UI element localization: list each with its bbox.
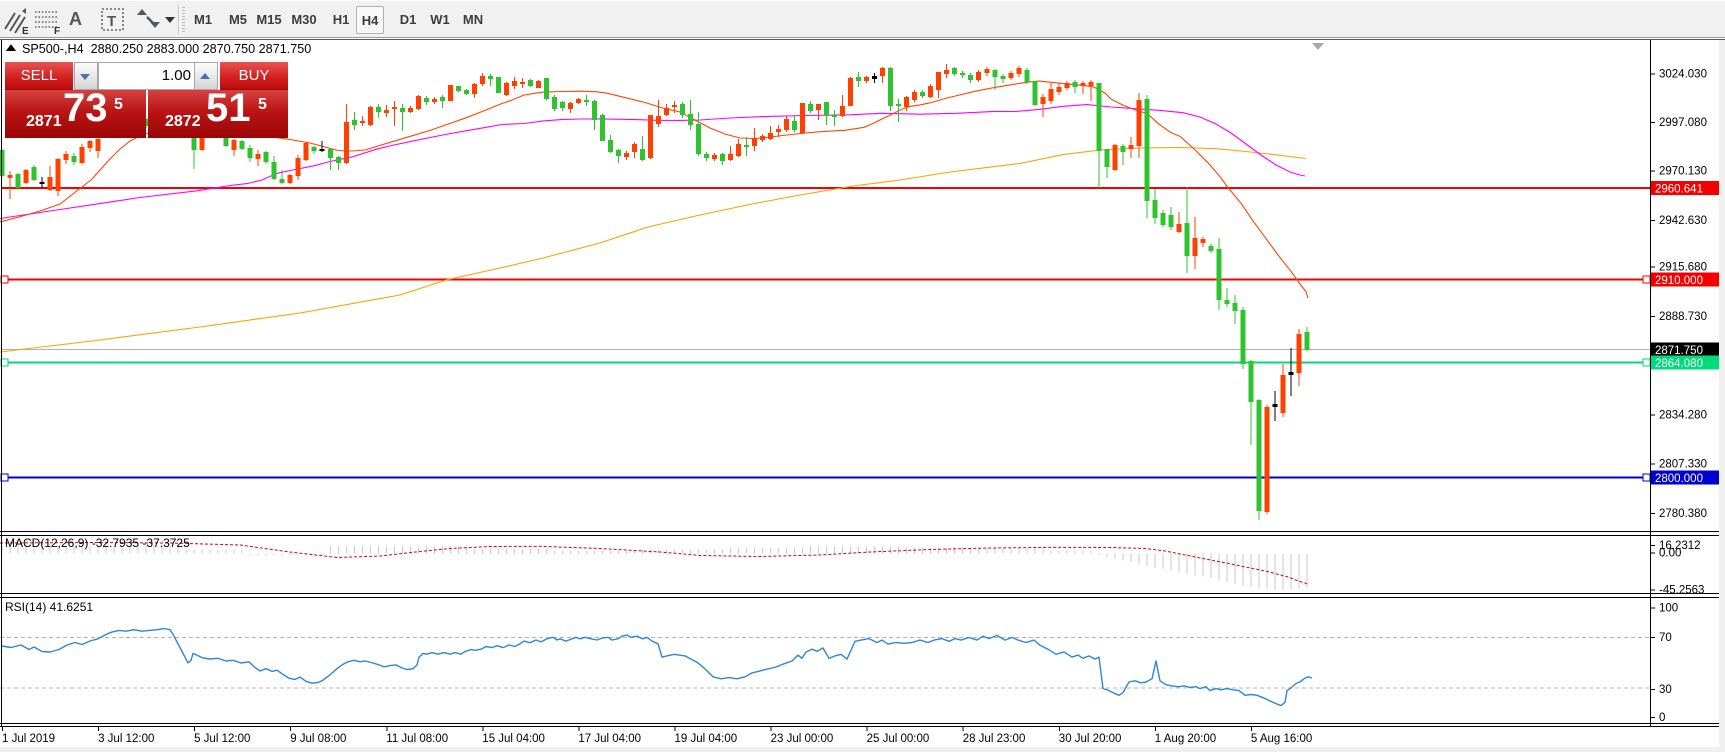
- svg-text:3024.030: 3024.030: [1659, 69, 1707, 81]
- svg-text:0.00: 0.00: [1659, 548, 1681, 560]
- svg-text:RSI(14) 41.6251: RSI(14) 41.6251: [5, 600, 93, 614]
- svg-text:19 Jul 04:00: 19 Jul 04:00: [675, 733, 738, 745]
- svg-text:2864.080: 2864.080: [1655, 358, 1703, 370]
- svg-text:E: E: [22, 26, 29, 35]
- svg-text:-45.2563: -45.2563: [1659, 585, 1704, 597]
- svg-text:2915.680: 2915.680: [1659, 262, 1707, 274]
- svg-text:F: F: [54, 26, 60, 35]
- svg-text:28 Jul 23:00: 28 Jul 23:00: [963, 733, 1026, 745]
- svg-text:25 Jul 00:00: 25 Jul 00:00: [867, 733, 930, 745]
- svg-text:23 Jul 00:00: 23 Jul 00:00: [771, 733, 834, 745]
- svg-text:2970.130: 2970.130: [1659, 166, 1707, 178]
- svg-text:2960.641: 2960.641: [1655, 184, 1703, 196]
- svg-text:1 Jul 2019: 1 Jul 2019: [2, 733, 55, 745]
- svg-text:70: 70: [1659, 632, 1672, 644]
- svg-text:T: T: [107, 13, 116, 30]
- svg-text:0: 0: [1659, 712, 1665, 724]
- svg-text:30: 30: [1659, 684, 1672, 696]
- svg-text:5 Aug 16:00: 5 Aug 16:00: [1251, 733, 1312, 745]
- svg-text:2834.280: 2834.280: [1659, 410, 1707, 422]
- svg-text:2807.330: 2807.330: [1659, 459, 1707, 471]
- svg-text:2780.380: 2780.380: [1659, 508, 1707, 520]
- svg-text:1 Aug 20:00: 1 Aug 20:00: [1155, 733, 1216, 745]
- svg-text:3 Jul 12:00: 3 Jul 12:00: [98, 733, 154, 745]
- svg-text:2871.750: 2871.750: [1655, 345, 1703, 357]
- svg-text:15 Jul 04:00: 15 Jul 04:00: [482, 733, 545, 745]
- svg-text:2910.000: 2910.000: [1655, 275, 1703, 287]
- svg-text:17 Jul 04:00: 17 Jul 04:00: [578, 733, 641, 745]
- svg-text:11 Jul 08:00: 11 Jul 08:00: [386, 733, 448, 745]
- svg-text:2888.730: 2888.730: [1659, 311, 1707, 323]
- svg-text:16.2312: 16.2312: [1659, 540, 1701, 552]
- svg-text:2942.630: 2942.630: [1659, 215, 1707, 227]
- svg-text:MACD(12,26,9) -32.7935 -37.372: MACD(12,26,9) -32.7935 -37.3725: [5, 536, 190, 550]
- svg-text:100: 100: [1659, 603, 1678, 615]
- svg-text:30 Jul 20:00: 30 Jul 20:00: [1059, 733, 1122, 745]
- svg-text:SP500-,H4 2880.250 2883.000 2: SP500-,H4 2880.250 2883.000 2870.750 287…: [22, 42, 311, 56]
- svg-text:9 Jul 08:00: 9 Jul 08:00: [290, 733, 346, 745]
- svg-text:2997.080: 2997.080: [1659, 117, 1707, 129]
- svg-text:5 Jul 12:00: 5 Jul 12:00: [194, 733, 250, 745]
- svg-text:2800.000: 2800.000: [1655, 473, 1703, 485]
